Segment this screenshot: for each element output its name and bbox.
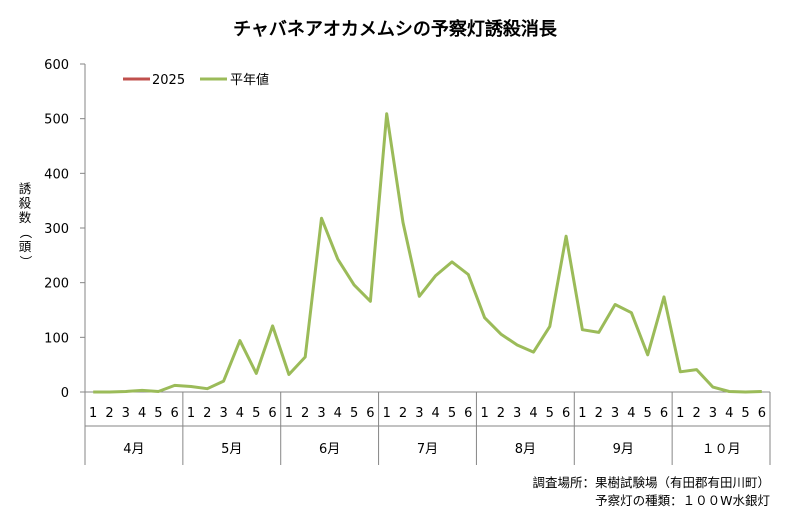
x-tick-label: 1 [285, 406, 293, 421]
x-tick-label: 4 [138, 406, 146, 421]
x-tick-label: 3 [611, 406, 619, 421]
y-tick-label: 300 [44, 222, 69, 237]
x-tick-label: 3 [317, 406, 325, 421]
x-tick-label: 1 [383, 406, 391, 421]
x-tick-label: 6 [464, 406, 472, 421]
x-tick-label: 2 [301, 406, 309, 421]
x-tick-label: 3 [219, 406, 227, 421]
x-tick-label: 4 [334, 406, 342, 421]
y-ticks: 0 100 200 300 400 500 600 [44, 58, 85, 401]
x-tick-label: 6 [660, 406, 668, 421]
x-tick-label: 4 [529, 406, 537, 421]
x-tick-label: 1 [187, 406, 195, 421]
x-tick-label: 3 [415, 406, 423, 421]
x-tick-label: 2 [105, 406, 113, 421]
x-tick-label: 6 [268, 406, 276, 421]
x-tick-label: 3 [513, 406, 521, 421]
x-tick-label: 5 [741, 406, 749, 421]
x-tick-label: 1 [480, 406, 488, 421]
x-tick-label: 6 [366, 406, 374, 421]
x-tick-label: 4 [236, 406, 244, 421]
y-tick-label: 400 [44, 167, 69, 182]
x-tick-label: 5 [154, 406, 162, 421]
month-label: 5月 [221, 442, 242, 457]
x-tick-label: 5 [644, 406, 652, 421]
month-label: 4月 [123, 442, 144, 457]
month-label: 9月 [613, 442, 634, 457]
x-tick-label: 2 [595, 406, 603, 421]
x-tick-label: 1 [676, 406, 684, 421]
x-tick-label: 2 [497, 406, 505, 421]
x-tick-label: 5 [350, 406, 358, 421]
x-tick-label: 4 [627, 406, 635, 421]
y-tick-label: 0 [61, 386, 69, 401]
chart-title: チャバネアオカメムシの予察灯誘殺消長 [233, 18, 558, 40]
x-tick-label: 6 [758, 406, 766, 421]
series-line [93, 112, 762, 394]
legend-label-2025: 2025 [152, 73, 185, 88]
month-label: 8月 [515, 442, 536, 457]
y-tick-label: 200 [44, 277, 69, 292]
x-tick-label: 1 [89, 406, 97, 421]
x-tick-label: 4 [432, 406, 440, 421]
x-tick-label: 5 [546, 406, 554, 421]
x-tick-label: 3 [122, 406, 130, 421]
month-label: 6月 [319, 442, 340, 457]
month-label: 7月 [417, 442, 438, 457]
x-tick-label: 2 [399, 406, 407, 421]
x-tick-label: 2 [203, 406, 211, 421]
x-tick-label: 5 [252, 406, 260, 421]
y-axis-label-char: 殺 [19, 196, 32, 211]
month-label: １０月 [702, 442, 741, 457]
x-tick-label: 6 [562, 406, 570, 421]
y-axis-label-char: 頭 [19, 239, 32, 254]
footnote-lamp-type: 予察灯の種類：１００W水銀灯 [595, 493, 770, 508]
x-tick-label: 4 [725, 406, 733, 421]
legend: 2025 平年値 [123, 72, 269, 88]
x-tick-label: 1 [578, 406, 586, 421]
x-tick-label: 5 [448, 406, 456, 421]
x-tick-label: 2 [692, 406, 700, 421]
footnote-location: 調査場所：果樹試験場（有田郡有田川町） [532, 475, 770, 490]
series-lines [93, 112, 762, 394]
y-tick-label: 500 [44, 113, 69, 128]
y-tick-label: 100 [44, 331, 69, 346]
y-axis-label-char: 誘 [19, 181, 32, 196]
x-tick-label: 3 [709, 406, 717, 421]
y-axis-label: 誘殺数（頭） [18, 181, 33, 268]
legend-label-avg: 平年値 [230, 72, 269, 88]
y-axis-label-char: ） [18, 255, 33, 268]
y-axis-label-char: 数 [19, 210, 32, 225]
y-axis-label-char: （ [18, 226, 33, 239]
x-tick-label: 6 [171, 406, 179, 421]
y-tick-label: 600 [44, 58, 69, 73]
